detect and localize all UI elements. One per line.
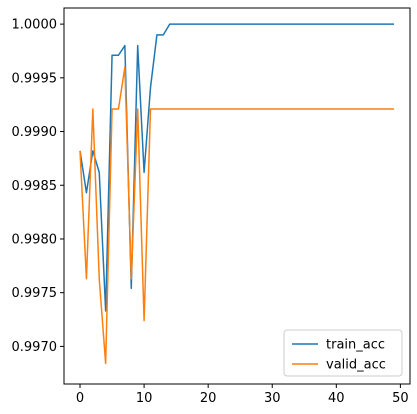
series-line-train-acc <box>79 23 394 312</box>
plot-frame <box>63 7 411 385</box>
x-tick-label: 30 <box>264 391 281 406</box>
legend-label: valid_acc <box>326 358 386 373</box>
x-axis-ticks: 0 10 20 30 40 50 <box>76 384 409 406</box>
legend: train_acc valid_acc <box>283 329 403 377</box>
y-tick-label: 0.9990 <box>12 125 58 140</box>
y-tick-label: 0.9975 <box>12 286 58 301</box>
y-tick-label: 0.9980 <box>12 232 58 247</box>
y-tick-label: 1.0000 <box>12 18 58 33</box>
series-lines <box>79 23 394 365</box>
y-tick-label: 0.9995 <box>12 71 58 86</box>
y-tick-label: 0.9970 <box>12 340 58 355</box>
x-tick-label: 10 <box>136 391 153 406</box>
series-line-valid-acc <box>79 66 394 365</box>
x-tick-label: 20 <box>200 391 217 406</box>
y-tick-label: 0.9985 <box>12 179 58 194</box>
x-tick-label: 40 <box>328 391 345 406</box>
x-tick-label: 0 <box>76 391 84 406</box>
x-tick-label: 50 <box>392 391 409 406</box>
legend-label: train_acc <box>326 338 385 353</box>
y-axis-ticks: 0.9970 0.9975 0.9980 0.9985 0.9990 0.9995 1.00… <box>12 18 64 355</box>
